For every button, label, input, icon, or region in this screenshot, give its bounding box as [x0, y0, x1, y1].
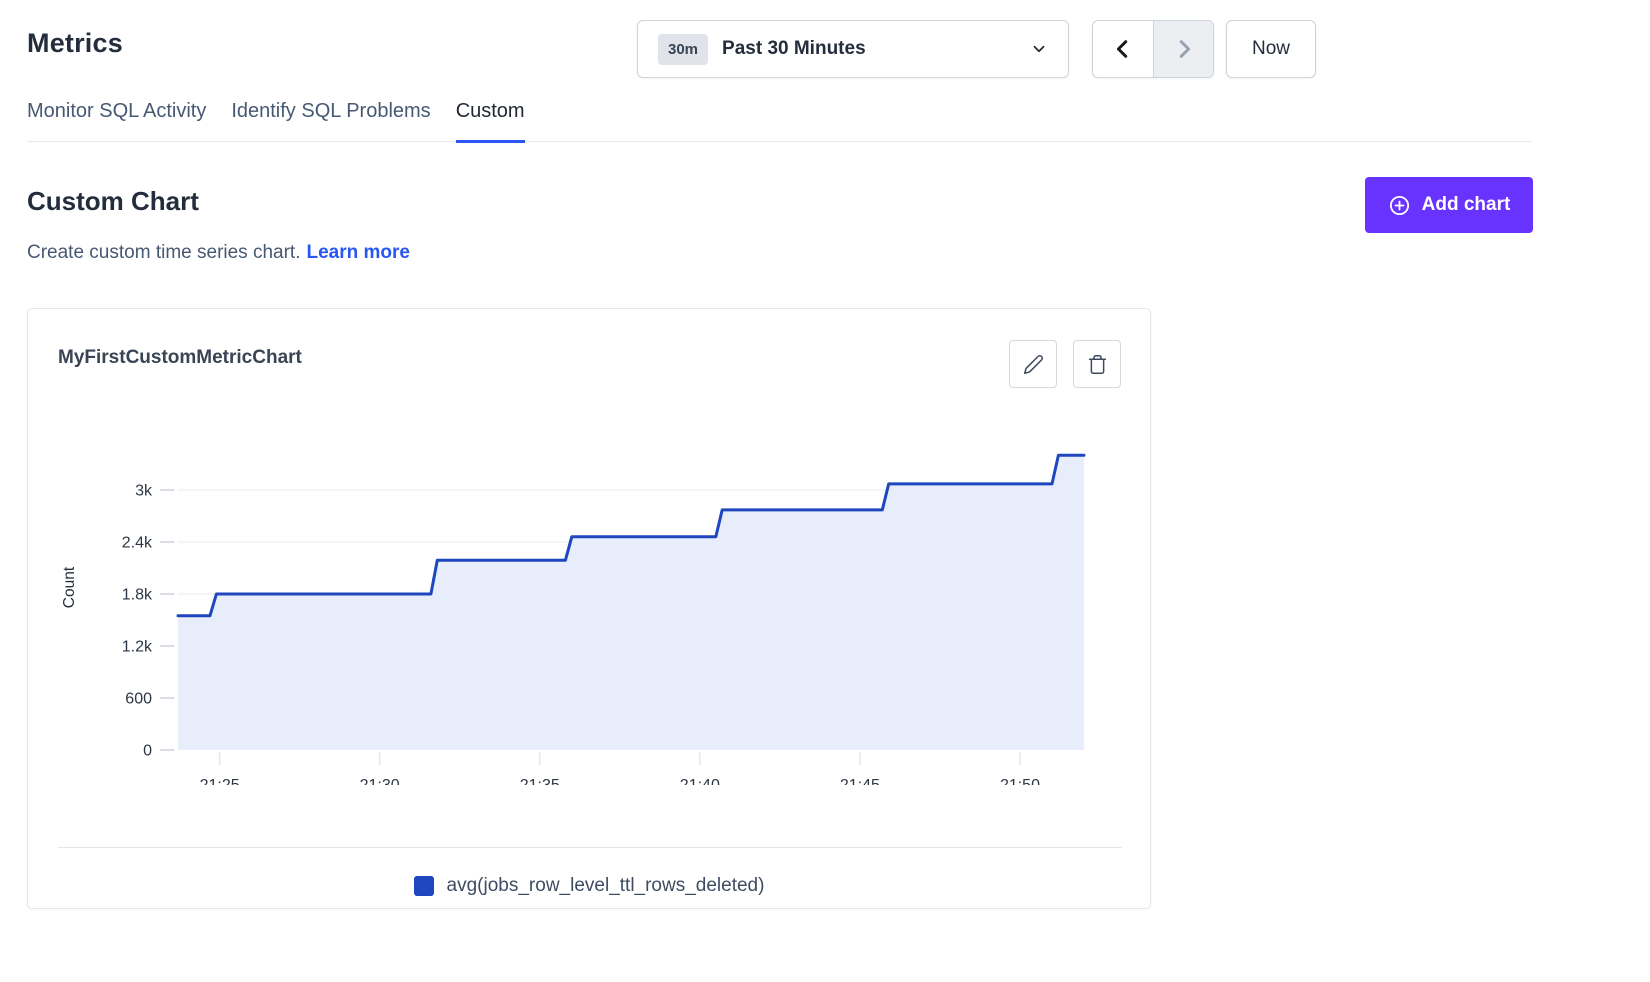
- tab-monitor-sql-activity[interactable]: Monitor SQL Activity: [27, 100, 206, 143]
- pencil-icon: [1023, 354, 1044, 375]
- svg-text:0: 0: [143, 743, 152, 760]
- previous-range-button[interactable]: [1093, 21, 1153, 77]
- time-range-select[interactable]: 30m Past 30 Minutes: [637, 20, 1069, 78]
- svg-text:21:35: 21:35: [520, 777, 560, 785]
- learn-more-link[interactable]: Learn more: [306, 242, 409, 263]
- time-range-pager: [1092, 20, 1214, 78]
- custom-chart-plot: 0 600 1.2k 1.8k 2.4k 3k 21:25 21:30 21:35 21:40 21…: [58, 413, 1122, 785]
- trash-icon: [1087, 354, 1108, 375]
- chevron-down-icon: [1030, 40, 1048, 58]
- delete-chart-button[interactable]: [1073, 340, 1121, 388]
- svg-text:21:40: 21:40: [680, 777, 720, 785]
- add-chart-button[interactable]: Add chart: [1365, 177, 1533, 233]
- time-range-label: Past 30 Minutes: [722, 38, 866, 60]
- svg-text:3k: 3k: [135, 483, 153, 500]
- section-subtitle: Create custom time series chart. Learn mo…: [27, 242, 410, 264]
- svg-text:21:25: 21:25: [200, 777, 240, 785]
- legend-divider: [58, 847, 1122, 848]
- legend-label: avg(jobs_row_level_ttl_rows_deleted): [447, 875, 765, 897]
- svg-text:1.8k: 1.8k: [122, 587, 153, 604]
- legend-swatch: [414, 876, 434, 896]
- chevron-left-icon: [1112, 38, 1134, 60]
- section-subtitle-text: Create custom time series chart.: [27, 242, 300, 263]
- section-title: Custom Chart: [27, 186, 199, 217]
- edit-chart-button[interactable]: [1009, 340, 1057, 388]
- svg-text:21:45: 21:45: [840, 777, 880, 785]
- metrics-tabs: Monitor SQL Activity Identify SQL Proble…: [27, 100, 1532, 142]
- svg-text:Count: Count: [61, 566, 78, 608]
- plus-circle-icon: [1388, 194, 1411, 217]
- add-chart-label: Add chart: [1422, 194, 1511, 216]
- legend-item: avg(jobs_row_level_ttl_rows_deleted): [414, 875, 765, 897]
- now-button[interactable]: Now: [1226, 20, 1316, 78]
- next-range-button[interactable]: [1153, 21, 1213, 77]
- svg-text:1.2k: 1.2k: [122, 639, 153, 656]
- chart-card: MyFirstCustomMetricChart 0 600 1.2k 1.8k 2.4…: [27, 308, 1151, 909]
- time-range-badge: 30m: [658, 34, 708, 65]
- chevron-right-icon: [1173, 38, 1195, 60]
- svg-text:21:50: 21:50: [1000, 777, 1040, 785]
- svg-text:2.4k: 2.4k: [122, 535, 153, 552]
- chart-title: MyFirstCustomMetricChart: [58, 347, 302, 369]
- tab-identify-sql-problems[interactable]: Identify SQL Problems: [231, 100, 430, 143]
- tab-custom[interactable]: Custom: [456, 100, 525, 143]
- page-title: Metrics: [27, 28, 123, 59]
- svg-text:21:30: 21:30: [360, 777, 400, 785]
- chart-legend: avg(jobs_row_level_ttl_rows_deleted): [28, 875, 1150, 897]
- svg-text:600: 600: [125, 691, 152, 708]
